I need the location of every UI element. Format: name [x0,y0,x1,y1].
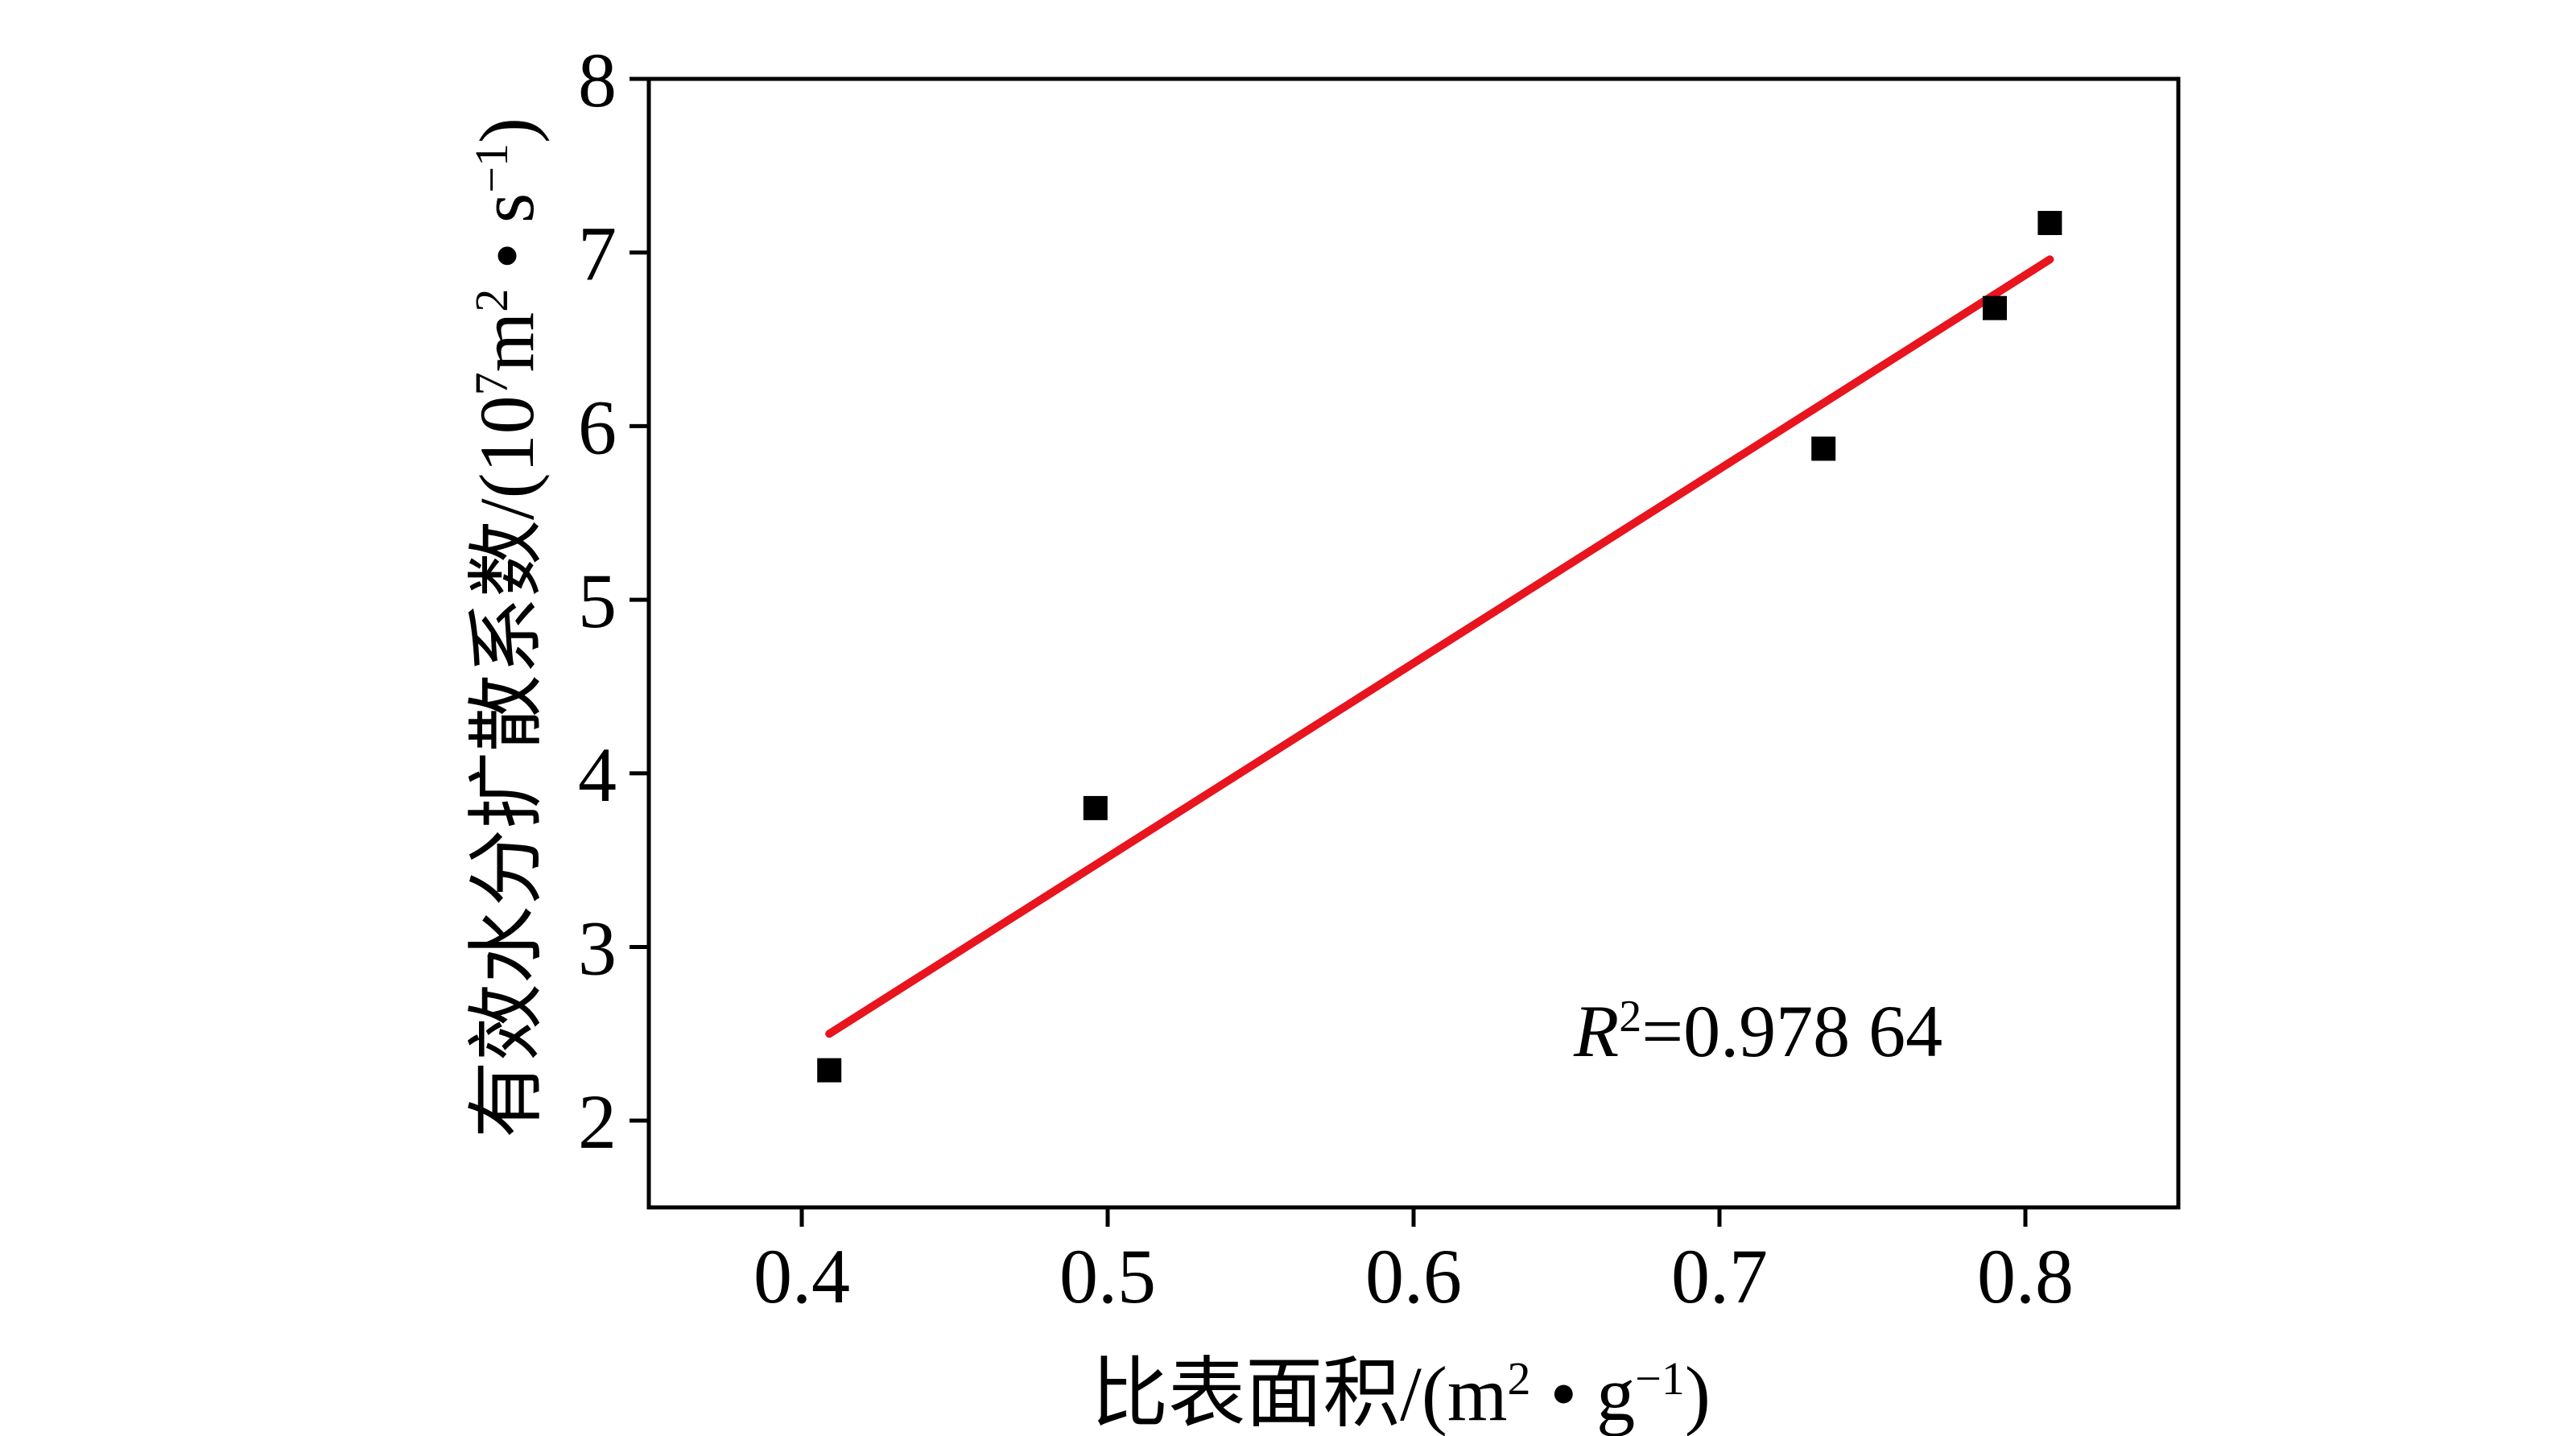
plot-frame [646,76,2181,1210]
x-tick-label: 0.5 [1059,1233,1156,1319]
x-axis-label: 比表面积/(m2 • g−1) [1091,1351,1711,1436]
y-tick-label: 6 [578,384,617,470]
data-point [1983,295,2007,320]
r-squared-annotation: R2=0.978 64 [1573,990,1942,1072]
y-tick-label: 3 [578,905,617,991]
data-point [1083,795,1108,820]
x-tick-label: 0.6 [1365,1233,1462,1319]
y-tick-label: 8 [578,37,617,123]
y-tick-label: 5 [578,558,617,644]
data-point [2037,211,2062,236]
marks-layer [817,211,2062,1083]
y-tick-label: 2 [578,1079,617,1165]
y-tick-label: 4 [578,732,617,818]
plot-layer [646,76,2181,1210]
ticks-layer: 0.4 0.5 0.6 0.7 0.8 2 3 4 5 6 7 8 [578,37,2074,1319]
data-point [817,1058,842,1083]
x-tick-label: 0.7 [1671,1233,1768,1319]
data-point [1811,436,1836,461]
x-tick-label: 0.4 [753,1233,850,1319]
y-axis-label: 有效水分扩散系数/(107m2 • s−1) [464,118,550,1138]
x-tick-label: 0.8 [1977,1233,2074,1319]
fit-line [825,255,2054,1038]
y-tick-label: 7 [578,211,617,297]
